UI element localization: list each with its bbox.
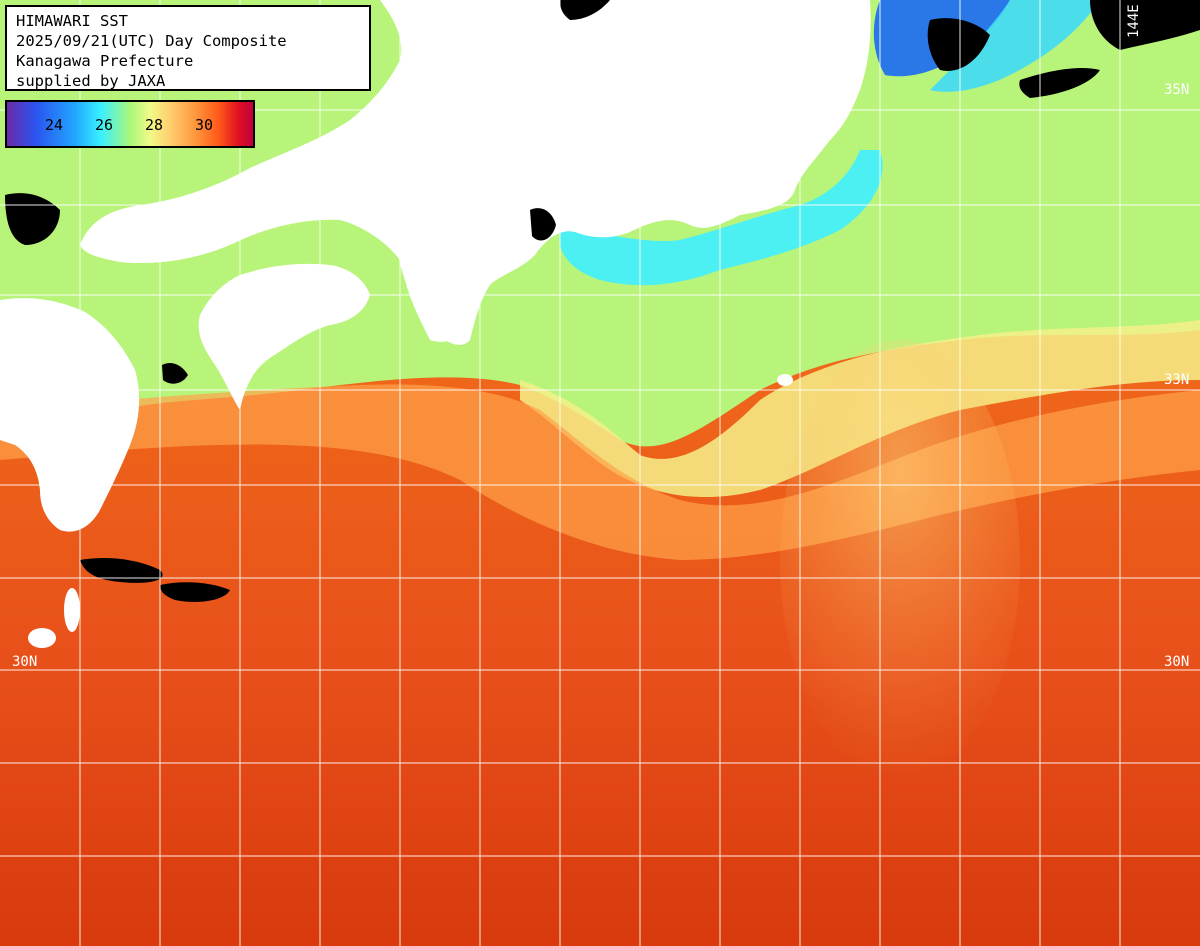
cloud-northwest — [560, 0, 610, 20]
lon-label-138e: 138E — [486, 4, 502, 38]
scale-label-28: 28 — [145, 116, 164, 134]
cloud-shikoku-bay — [162, 363, 188, 384]
cloud-south-patch — [160, 582, 230, 602]
cloud-kii — [530, 208, 556, 241]
title-line-4: supplied by JAXA — [16, 72, 166, 90]
island-izu — [777, 374, 793, 386]
title-line-2: 2025/09/21(UTC) Day Composite — [16, 32, 287, 50]
scale-label-24: 24 — [45, 116, 64, 134]
island-sado — [480, 151, 500, 179]
cloud-northeast-2 — [927, 18, 990, 71]
cloud-northeast — [1090, 0, 1200, 50]
scale-label-26: 26 — [95, 116, 114, 134]
cloud-west — [5, 193, 60, 245]
island-tanegashima — [28, 628, 56, 648]
island-west — [8, 380, 36, 440]
kii-peninsula-land — [397, 236, 469, 342]
cloud-kyushu-south — [80, 558, 163, 583]
cloud-ne-strip — [1019, 68, 1100, 98]
lon-label-144e: 144E — [1126, 4, 1142, 38]
title-box: HIMAWARI SST 2025/09/21(UTC) Day Composi… — [5, 5, 371, 91]
island-yakushima — [64, 588, 80, 632]
title-line-3: Kanagawa Prefecture — [16, 52, 194, 70]
shikoku-land — [198, 263, 370, 410]
lat-label-35n: 35N — [1164, 82, 1190, 98]
warm-plume — [780, 340, 1020, 780]
kyushu-land — [0, 298, 140, 532]
cyan-northeast-water — [930, 0, 1100, 92]
scale-label-30: 30 — [195, 116, 214, 134]
color-scale: 24 26 28 30 — [5, 100, 255, 148]
honshu-land — [80, 0, 871, 345]
lat-label-33n: 33N — [1164, 372, 1190, 388]
lat-label-30n-left: 30N — [12, 654, 38, 670]
title-line-1: HIMAWARI SST — [16, 12, 128, 30]
lat-label-30n-right: 30N — [1164, 654, 1190, 670]
